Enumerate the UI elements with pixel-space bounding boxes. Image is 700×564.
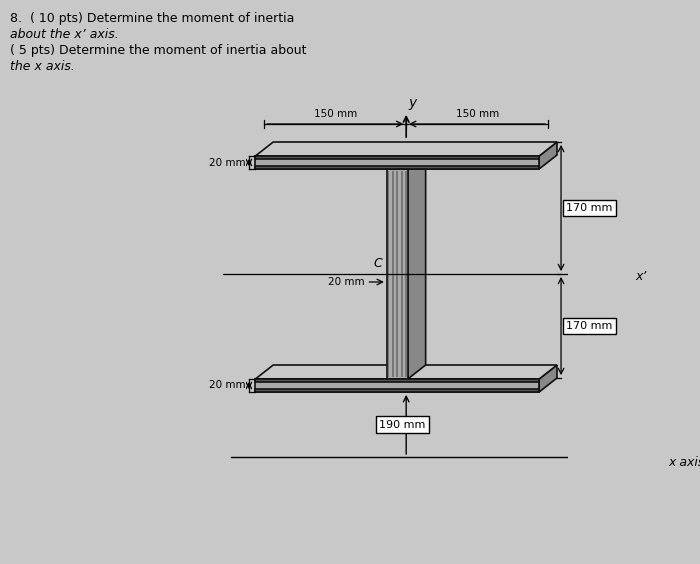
Polygon shape [408,155,426,379]
Polygon shape [256,142,557,156]
Text: the x axis.: the x axis. [10,60,75,73]
Text: x axis: x axis [668,456,700,469]
Polygon shape [539,142,557,169]
Polygon shape [401,171,402,377]
Text: y: y [409,96,417,110]
Polygon shape [392,171,393,377]
Polygon shape [386,169,408,379]
Text: about the x’ axis.: about the x’ axis. [10,28,118,41]
Polygon shape [256,389,539,392]
Text: ( 5 pts) Determine the moment of inertia about: ( 5 pts) Determine the moment of inertia… [10,44,306,57]
Polygon shape [396,171,398,377]
Text: 8.  ( 10 pts) Determine the moment of inertia: 8. ( 10 pts) Determine the moment of ine… [10,12,294,25]
Text: x’: x’ [636,270,647,283]
Text: 170 mm: 170 mm [566,203,612,213]
Text: 150 mm: 150 mm [456,109,499,119]
Text: 20 mm: 20 mm [209,157,246,168]
Polygon shape [256,156,539,169]
Polygon shape [256,166,539,169]
Polygon shape [256,365,557,379]
Text: C: C [374,257,383,270]
Polygon shape [539,365,557,392]
Text: 170 mm: 170 mm [566,321,612,331]
Polygon shape [405,171,407,377]
Polygon shape [388,171,389,377]
Polygon shape [256,156,539,159]
Text: 20 mm: 20 mm [209,381,246,390]
Text: 20 mm: 20 mm [328,277,365,287]
Text: 150 mm: 150 mm [314,109,357,119]
Polygon shape [256,379,539,392]
Text: 190 mm: 190 mm [379,420,426,430]
Polygon shape [256,379,539,382]
